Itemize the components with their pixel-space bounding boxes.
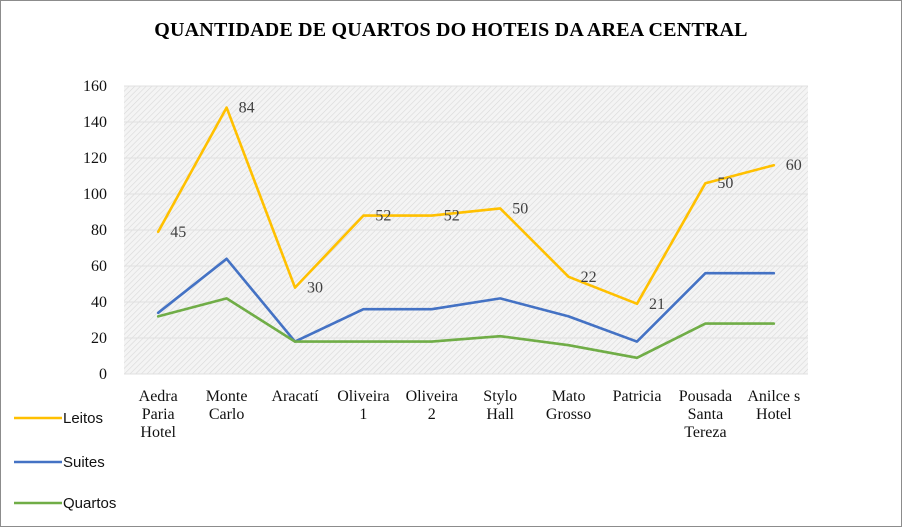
x-category-label: Mato Grosso bbox=[546, 388, 591, 423]
x-category-label: Aedra Paria Hotel bbox=[139, 388, 178, 441]
y-tick-label: 60 bbox=[91, 258, 107, 275]
series-line-quartos bbox=[156, 297, 776, 360]
legend-label-leitos: Leitos bbox=[63, 410, 103, 427]
data-label: 52 bbox=[375, 208, 391, 225]
y-tick-label: 80 bbox=[91, 222, 107, 239]
data-label: 45 bbox=[170, 224, 186, 241]
x-category-label: Oliveira 1 bbox=[337, 388, 389, 423]
x-category-label: Anilce s Hotel bbox=[747, 388, 800, 423]
data-label: 50 bbox=[512, 200, 528, 217]
data-label: 30 bbox=[307, 280, 323, 297]
x-category-label: Patricia bbox=[613, 388, 662, 405]
chart-title: QUANTIDADE DE QUARTOS DO HOTEIS DA AREA … bbox=[154, 19, 748, 41]
data-label: 84 bbox=[239, 100, 255, 117]
x-category-label: Oliveira 2 bbox=[406, 388, 458, 423]
data-label: 21 bbox=[649, 296, 665, 313]
y-tick-label: 120 bbox=[83, 150, 107, 167]
y-tick-label: 140 bbox=[83, 114, 107, 131]
x-category-label: Stylo Hall bbox=[483, 388, 517, 423]
y-tick-label: 20 bbox=[91, 330, 107, 347]
series-line-suites bbox=[156, 257, 776, 343]
y-tick-label: 0 bbox=[99, 366, 107, 383]
data-label: 60 bbox=[786, 157, 802, 174]
x-category-label: Monte Carlo bbox=[206, 388, 248, 423]
data-label: 22 bbox=[581, 269, 597, 286]
data-label: 50 bbox=[717, 175, 733, 192]
y-tick-label: 40 bbox=[91, 294, 107, 311]
legend-label-quartos: Quartos bbox=[63, 495, 116, 512]
x-category-label: Pousada Santa Tereza bbox=[679, 388, 732, 441]
y-tick-label: 100 bbox=[83, 186, 107, 203]
legend-label-suites: Suites bbox=[63, 454, 105, 471]
data-label: 52 bbox=[444, 208, 460, 225]
series-line-leitos bbox=[156, 106, 776, 306]
y-tick-label: 160 bbox=[83, 78, 107, 95]
x-category-label: Aracatí bbox=[271, 388, 319, 405]
